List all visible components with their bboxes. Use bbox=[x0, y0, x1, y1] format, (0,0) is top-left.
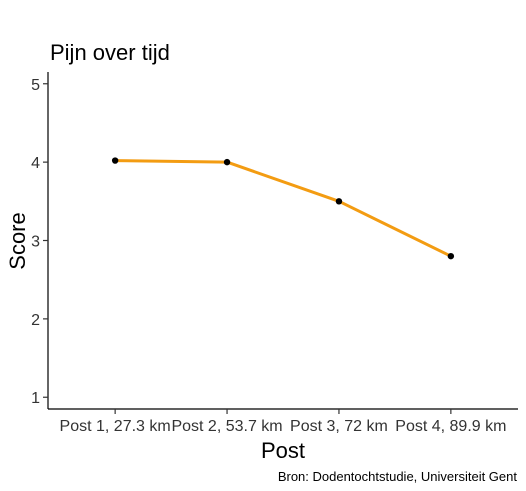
data-point bbox=[335, 198, 343, 205]
x-axis-ticks: Post 1, 27.3 km Post 2, 53.7 km Post 3, 72… bbox=[60, 409, 506, 435]
y-tick-label: 3 bbox=[31, 234, 40, 251]
chart-title: Pijn over tijd bbox=[50, 40, 170, 65]
data-points bbox=[111, 157, 455, 260]
x-tick-label: Post 3, 72 km bbox=[290, 418, 388, 435]
x-axis-title: Post bbox=[261, 438, 305, 463]
y-tick-label: 2 bbox=[31, 312, 40, 329]
data-point bbox=[111, 157, 119, 164]
y-tick-label: 4 bbox=[31, 155, 40, 172]
chart-caption: Bron: Dodentochtstudie, Universiteit Gen… bbox=[278, 469, 518, 484]
x-tick-label: Post 4, 89.9 km bbox=[395, 418, 506, 435]
x-tick-label: Post 1, 27.3 km bbox=[60, 418, 171, 435]
data-point bbox=[223, 158, 231, 166]
data-point bbox=[447, 252, 455, 260]
series-line bbox=[115, 159, 452, 258]
x-tick-label: Post 2, 53.7 km bbox=[171, 418, 282, 435]
y-tick-label: 1 bbox=[31, 390, 40, 407]
y-axis-title: Score bbox=[5, 212, 30, 269]
y-axis-ticks: 1 2 3 4 5 bbox=[31, 77, 48, 407]
y-tick-label: 5 bbox=[31, 77, 40, 94]
